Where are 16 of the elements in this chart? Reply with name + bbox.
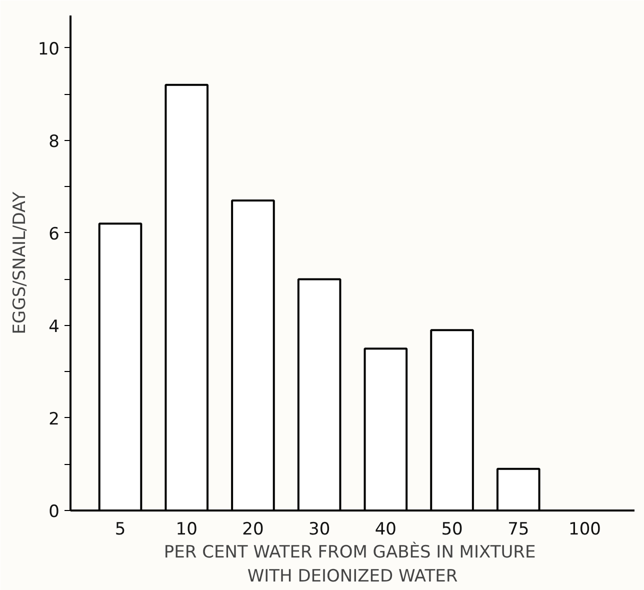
x-tick-label: 100 <box>568 520 601 540</box>
x-tick-label: 50 <box>441 520 463 540</box>
x-tick-label: 5 <box>114 520 126 540</box>
x-tick-label: 40 <box>374 520 396 540</box>
x-tick-label: 30 <box>308 520 330 540</box>
x-tick-label: 20 <box>242 520 264 540</box>
y-tick-label: 4 <box>48 316 60 337</box>
y-tick-label: 6 <box>48 224 60 244</box>
y-tick-label: 10 <box>38 39 60 60</box>
y-tick-label: 8 <box>48 132 60 152</box>
y-tick-label: 2 <box>48 409 60 430</box>
x-tick-label: 75 <box>508 520 530 540</box>
y-tick-label: 0 <box>48 502 60 522</box>
x-axis-title: PER CENT WATER FROM GABÈS IN MIXTURE WITH DEIONIZED WATER <box>164 542 536 586</box>
y-axis-title: EGGS/SNAIL/DAY <box>10 191 30 334</box>
x-tick-label: 10 <box>176 520 198 540</box>
